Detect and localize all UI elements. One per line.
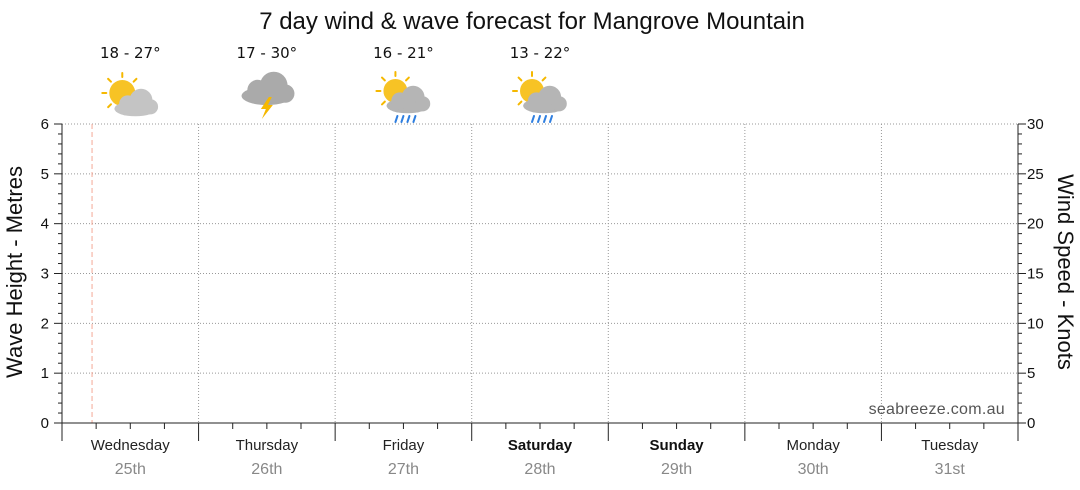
sun-ray: [517, 100, 523, 106]
cloud-shape: [386, 85, 431, 114]
y-left-tick-label: 4: [41, 216, 49, 233]
cloud-shape: [114, 88, 159, 117]
temperature-range-label: 18 - 27°: [100, 44, 161, 62]
temperature-range-label: 13 - 22°: [510, 44, 571, 62]
partly-cloudy-rain-icon: [512, 71, 567, 123]
sun-ray: [132, 77, 138, 83]
y-right-tick-label: 15: [1027, 266, 1044, 283]
sun-ray: [107, 103, 112, 109]
y-axis-left-title: Wave Height - Metres: [2, 166, 27, 378]
x-day-date-label: 30th: [798, 461, 829, 478]
x-day-name-label: Wednesday: [91, 437, 170, 454]
y-right-tick-label: 10: [1027, 315, 1044, 332]
y-right-tick-label: 5: [1027, 365, 1035, 382]
x-day-date-label: 27th: [388, 461, 419, 478]
y-left-tick-label: 3: [41, 266, 49, 283]
rain-drop: [412, 115, 417, 123]
cloud-part: [142, 99, 159, 115]
x-day-name-label: Thursday: [236, 437, 299, 454]
cloud-part: [551, 96, 567, 112]
sun-ray: [405, 76, 410, 82]
x-day-name-label: Sunday: [649, 437, 704, 454]
cloud-shape: [241, 71, 295, 106]
sun-ray: [107, 77, 112, 83]
x-day-date-label: 26th: [251, 461, 282, 478]
lightning-bolt: [260, 97, 273, 119]
sun-ray: [517, 76, 523, 82]
y-left-tick-label: 1: [41, 365, 49, 382]
x-day-date-label: 28th: [524, 461, 555, 478]
temperature-range-label: 17 - 30°: [237, 44, 298, 62]
x-day-name-label: Tuesday: [921, 437, 978, 454]
cloud-part: [415, 96, 431, 112]
y-left-tick-label: 0: [41, 415, 49, 432]
daily-forecast-row: 18 - 27° 17 - 30° 16 - 21° 13 - 22°: [100, 44, 571, 123]
rain-drop: [394, 115, 399, 123]
sun-ray: [380, 76, 386, 82]
chart-grid: [62, 123, 1018, 423]
sun-ray: [541, 76, 547, 82]
partly-cloudy-icon: [101, 72, 159, 117]
x-day-date-label: 25th: [115, 461, 146, 478]
sun-ray: [380, 100, 386, 106]
chart-title: 7 day wind & wave forecast for Mangrove …: [259, 8, 805, 35]
y-left-tick-label: 6: [41, 116, 49, 133]
x-day-name-label: Monday: [786, 437, 840, 454]
cloud-shape: [523, 85, 567, 114]
x-day-name-label: Friday: [383, 437, 425, 454]
y-axis-right-title: Wind Speed - Knots: [1053, 174, 1078, 370]
thunderstorm-icon: [241, 71, 295, 119]
x-day-date-label: 29th: [661, 461, 692, 478]
y-left-tick-label: 2: [41, 315, 49, 332]
rain-drop: [549, 115, 553, 123]
x-day-name-label: Saturday: [508, 437, 573, 454]
y-left-tick-label: 5: [41, 166, 49, 183]
partly-cloudy-rain-icon: [375, 71, 431, 123]
y-right-tick-label: 0: [1027, 415, 1035, 432]
rain-drop: [543, 115, 547, 123]
rain-drop: [537, 115, 541, 123]
rain-drop: [531, 115, 535, 123]
x-axis-day-labels: Wednesday 25th Thursday 26th Friday 27th Satur…: [91, 437, 979, 478]
y-right-tick-label: 30: [1027, 116, 1044, 133]
rain-drop: [400, 115, 405, 123]
cloud-part: [276, 84, 295, 103]
x-day-date-label: 31st: [935, 461, 966, 478]
chart-axes: 0 1 2 3 4 5 6 0 5 10 15 20 25 30: [41, 116, 1044, 441]
watermark-text: seabreeze.com.au: [869, 401, 1005, 418]
y-right-tick-label: 20: [1027, 216, 1044, 233]
rain-drop: [406, 115, 411, 123]
y-right-tick-label: 25: [1027, 166, 1044, 183]
temperature-range-label: 16 - 21°: [373, 44, 434, 62]
